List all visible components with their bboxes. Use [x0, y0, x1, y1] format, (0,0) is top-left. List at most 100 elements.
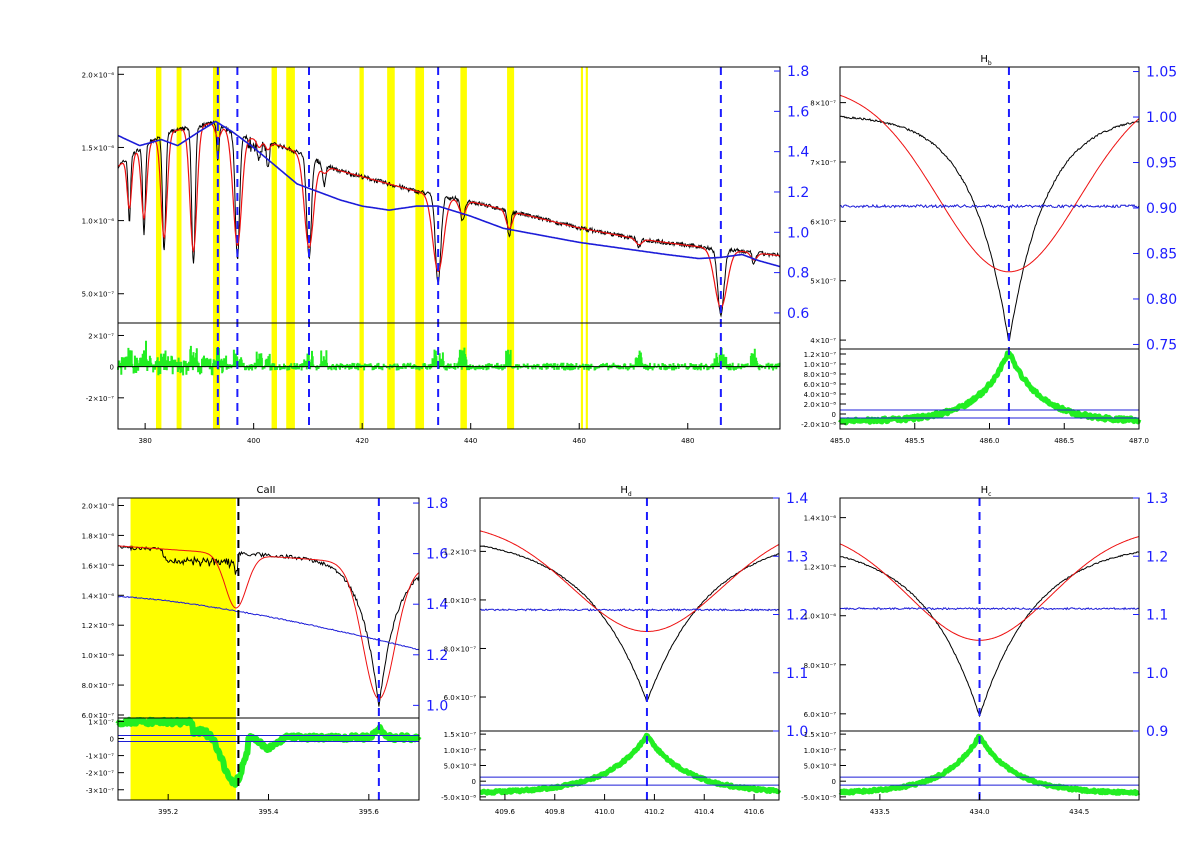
continuum-ratio-curve	[479, 608, 780, 612]
model-spectrum	[117, 545, 420, 700]
hgamma-y-tick-label: 6.0×10⁻⁷	[804, 711, 837, 719]
hgamma-resid-tick-label: -5.0×10⁻⁸	[801, 794, 836, 802]
highlight-band	[507, 67, 515, 429]
caii-y-tick-label: 1.6×10⁻⁶	[82, 562, 115, 570]
overview-y-tick-label: 2.0×10⁻⁶	[82, 71, 115, 79]
hdelta-x-tick-label: 409.6	[495, 808, 516, 816]
hdelta-resid-tick-label: 1.0×10⁻⁷	[444, 747, 477, 755]
hdelta-title: Hd	[620, 485, 632, 498]
hdelta-y-tick-label: 6.0×10⁻⁷	[444, 694, 477, 702]
hbeta-y-tick-label: 8×10⁻⁷	[810, 100, 836, 108]
hbeta-right-tick-label: 0.85	[1146, 246, 1177, 262]
hgamma-resid-tick-label: 1.0×10⁻⁷	[804, 747, 837, 755]
hgamma-right-tick-label: 1.2	[1146, 549, 1168, 565]
hgamma-y-tick-label: 8.0×10⁻⁷	[804, 662, 837, 670]
caii-y-tick-label: 2.0×10⁻⁶	[82, 502, 115, 510]
overview-x-tick-label: 420	[355, 437, 368, 445]
hdelta-panel: 1.2×10⁻⁶ 1.0×10⁻⁶ 8.0×10⁻⁷ 6.0×10⁻⁷ 1.4 1.3 1.…	[441, 491, 808, 816]
residual-series	[115, 716, 422, 788]
model-spectrum	[117, 123, 780, 309]
overview-x-tick-label: 480	[681, 437, 694, 445]
hbeta-resid-tick-label: 6.0×10⁻⁸	[804, 381, 837, 389]
hdelta-right-tick-label: 1.3	[786, 549, 808, 565]
hgamma-y-tick-label: 1.4×10⁻⁶	[804, 515, 837, 523]
caii-resid-tick-label: -1×10⁻⁷	[86, 753, 114, 761]
hbeta-x-tick-label: 487.0	[1129, 437, 1149, 445]
model-spectrum	[839, 94, 1140, 273]
hgamma-y-tick-label: 1.2×10⁻⁶	[804, 564, 837, 572]
caii-panel: 2.0×10⁻⁶ 1.8×10⁻⁶ 1.6×10⁻⁶ 1.4×10⁻⁶ 1.2×10⁻⁶…	[82, 496, 449, 816]
highlight-band	[286, 67, 295, 429]
overview-right-tick-label: 1.6	[787, 104, 809, 120]
observed-spectrum	[839, 115, 1140, 342]
model-spectrum	[479, 530, 780, 632]
hbeta-right-tick-label: 0.95	[1146, 156, 1177, 172]
highlight-band	[415, 67, 425, 429]
hbeta-x-tick-label: 486.0	[979, 437, 999, 445]
overview-x-tick-label: 460	[573, 437, 586, 445]
hdelta-resid-tick-label: -5.0×10⁻⁸	[441, 794, 476, 802]
caii-right-tick-label: 1.8	[426, 496, 448, 512]
hdelta-resid-tick-label: 5.0×10⁻⁸	[444, 763, 477, 771]
hgamma-x-tick-label: 433.5	[870, 808, 890, 816]
hbeta-right-tick-label: 0.90	[1146, 201, 1177, 217]
hgamma-main-frame	[839, 497, 1140, 732]
hbeta-y-tick-label: 7×10⁻⁷	[810, 159, 836, 167]
hgamma-y-tick-label: 1.0×10⁻⁶	[804, 613, 837, 621]
overview-panel: 2.0×10⁻⁶ 1.5×10⁻⁶ 1.0×10⁻⁶ 5.0×10⁻⁷ 1.8 1.6 1.…	[82, 64, 810, 445]
caii-resid-tick-label: -3×10⁻⁷	[86, 787, 114, 795]
hbeta-right-tick-label: 0.75	[1146, 337, 1177, 353]
caii-right-tick-label: 1.0	[426, 698, 448, 714]
hdelta-y-tick-label: 8.0×10⁻⁷	[444, 645, 477, 653]
caii-y-tick-label: 8.0×10⁻⁷	[82, 682, 115, 690]
overview-right-tick-label: 1.0	[787, 225, 809, 241]
hdelta-resid-tick-label: 0	[472, 778, 476, 786]
caii-resid-tick-label: -2×10⁻⁷	[86, 770, 114, 778]
hbeta-y-tick-label: 6×10⁻⁷	[810, 218, 836, 226]
hgamma-x-tick-label: 434.5	[1069, 808, 1089, 816]
hbeta-resid-tick-label: 1.2×10⁻⁷	[804, 351, 837, 359]
overview-right-tick-label: 0.8	[787, 266, 809, 282]
overview-resid-tick-label: -2×10⁻⁷	[86, 395, 114, 403]
hgamma-resid-tick-label: 0	[832, 778, 836, 786]
hbeta-title: Hb	[980, 54, 992, 67]
hbeta-x-tick-label: 485.0	[830, 437, 850, 445]
hdelta-y-tick-label: 1.0×10⁻⁶	[444, 597, 477, 605]
caii-y-tick-label: 1.2×10⁻⁶	[82, 622, 115, 630]
hdelta-x-tick-label: 410.2	[644, 808, 664, 816]
hgamma-right-tick-label: 1.3	[1146, 491, 1168, 507]
hbeta-main-frame	[839, 66, 1140, 350]
highlight-band	[271, 67, 277, 429]
hgamma-x-tick-label: 434.0	[970, 808, 990, 816]
continuum-ratio-curve	[839, 203, 1140, 209]
hgamma-title: Hc	[981, 485, 992, 498]
caii-resid-tick-label: 0	[110, 736, 114, 744]
residual-series	[838, 733, 1141, 797]
overview-resid-tick-label: 0	[110, 364, 114, 372]
hbeta-right-tick-label: 1.00	[1146, 110, 1177, 126]
hdelta-x-tick-label: 410.4	[694, 808, 715, 816]
highlight-band	[359, 67, 364, 429]
hbeta-resid-tick-label: 0	[832, 411, 836, 419]
caii-right-tick-label: 1.4	[426, 597, 448, 613]
hbeta-right-tick-label: 0.80	[1146, 292, 1177, 308]
hdelta-main-frame	[479, 497, 780, 732]
caii-x-tick-label: 395.2	[158, 808, 178, 816]
hbeta-resid-tick-label: 8.0×10⁻⁸	[804, 371, 837, 379]
model-spectrum	[839, 536, 1140, 641]
continuum-ratio-curve	[839, 606, 1140, 611]
highlight-band	[460, 67, 467, 429]
continuum-ratio-curve	[117, 120, 780, 268]
hdelta-x-tick-label: 410.0	[595, 808, 615, 816]
hbeta-y-tick-label: 4×10⁻⁷	[810, 337, 836, 345]
hdelta-right-tick-label: 1.0	[786, 724, 808, 740]
hdelta-right-tick-label: 1.4	[786, 491, 808, 507]
hgamma-right-tick-label: 0.9	[1146, 724, 1168, 740]
caii-x-tick-label: 395.6	[359, 808, 380, 816]
caii-x-tick-label: 395.4	[258, 808, 279, 816]
highlight-band	[387, 67, 395, 429]
hbeta-x-tick-label: 486.5	[1054, 437, 1074, 445]
hdelta-x-tick-label: 409.8	[545, 808, 565, 816]
overview-right-tick-label: 1.8	[787, 64, 809, 80]
